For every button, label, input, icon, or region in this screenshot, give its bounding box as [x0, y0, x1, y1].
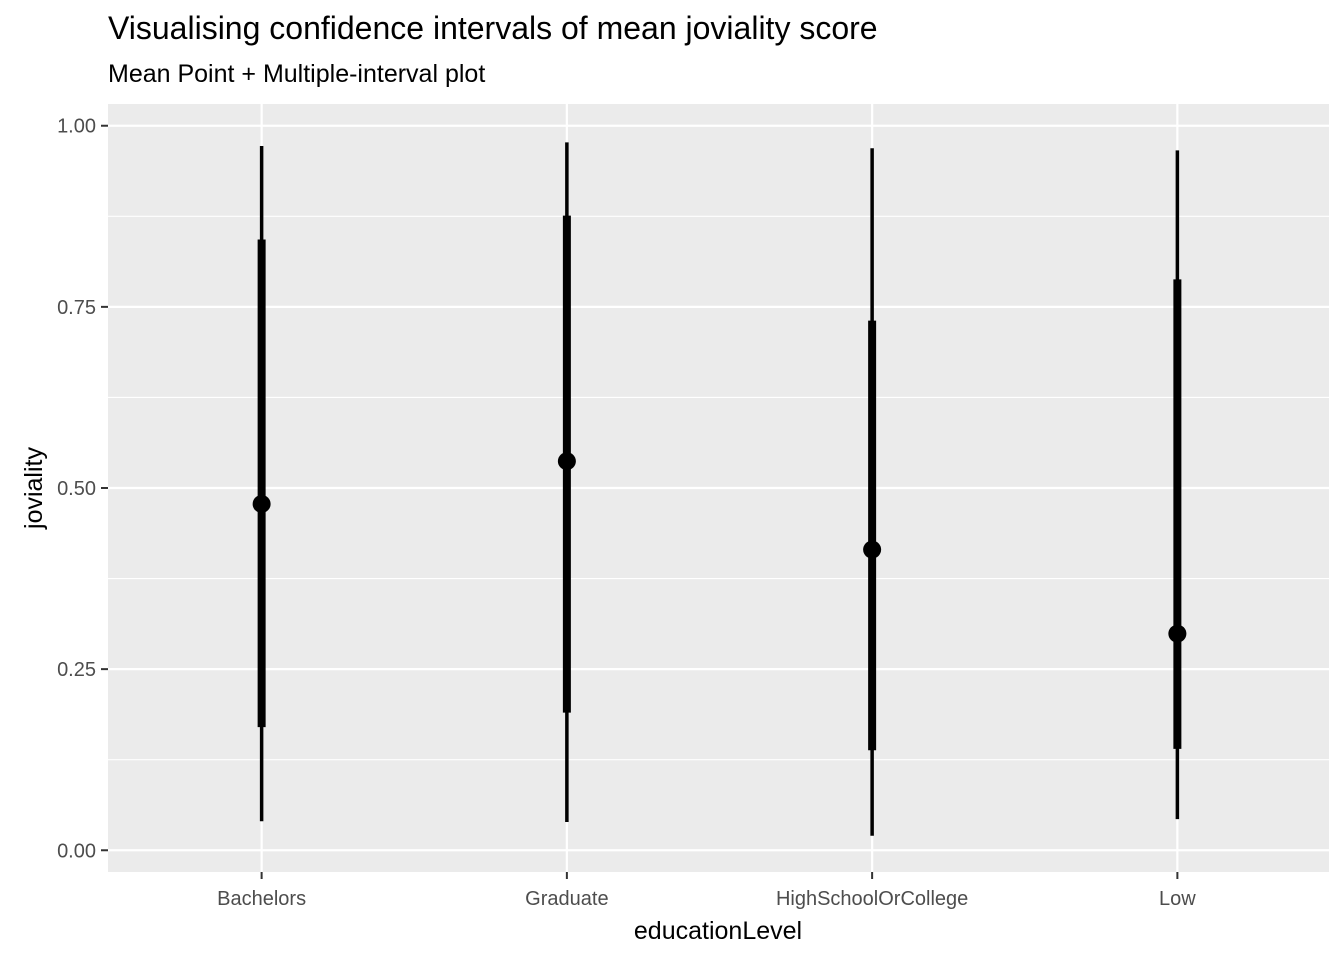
y-tick-label: 1.00 — [57, 116, 96, 138]
mean-point — [252, 494, 271, 513]
y-axis-title: joviality — [20, 447, 48, 530]
marks-layer — [252, 142, 1187, 836]
mean-point — [863, 540, 882, 559]
chart-subtitle: Mean Point + Multiple-interval plot — [108, 60, 486, 88]
y-tick-label: 0.50 — [57, 478, 96, 500]
y-tick-label: 0.25 — [57, 659, 96, 681]
mean-point — [557, 452, 576, 471]
x-tick-label: Bachelors — [217, 888, 306, 910]
chart-title: Visualising confidence intervals of mean… — [108, 10, 878, 46]
x-tick-label: HighSchoolOrCollege — [776, 888, 968, 910]
x-axis-title: educationLevel — [634, 917, 802, 945]
x-tick-label: Low — [1159, 888, 1196, 910]
y-tick-label: 0.75 — [57, 297, 96, 319]
x-tick-label: Graduate — [525, 888, 608, 910]
mean-point — [1168, 624, 1187, 643]
y-tick-label: 0.00 — [57, 840, 96, 862]
axis-layer: 0.00 0.25 0.50 0.75 1.00 Bachelors Graduate Hig… — [57, 116, 1196, 910]
